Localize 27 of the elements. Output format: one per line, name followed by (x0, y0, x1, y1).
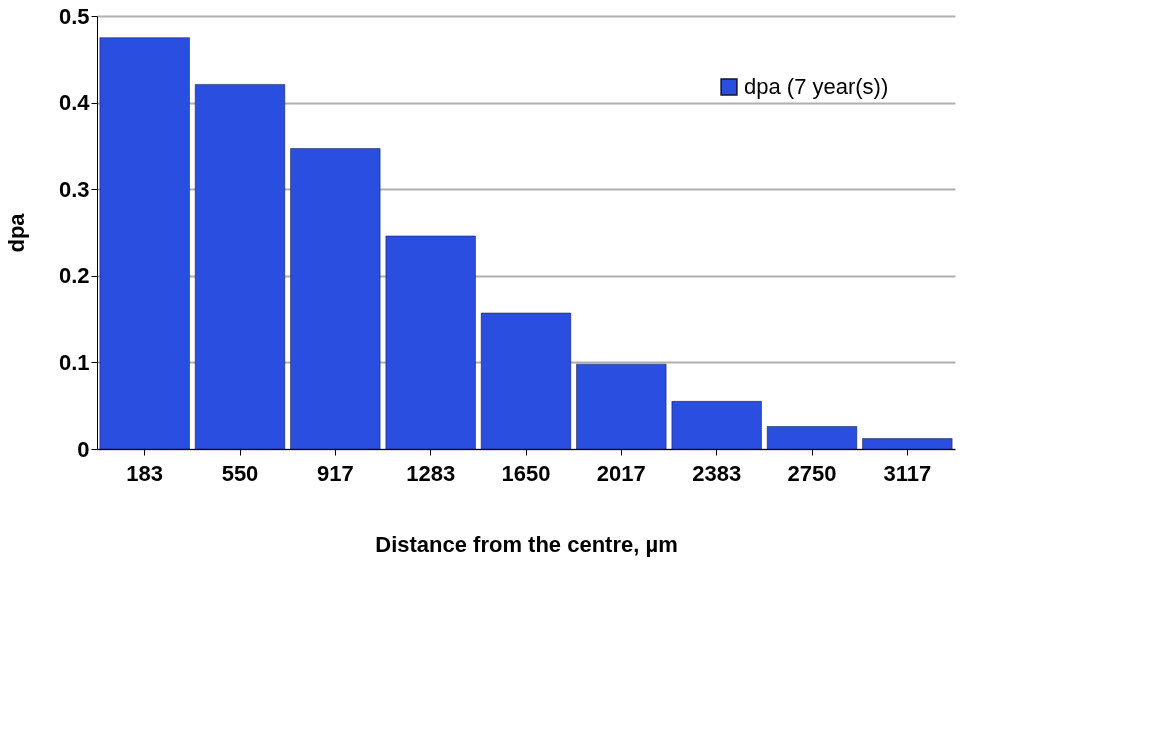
y-tick-label: 0.5 (58, 3, 90, 29)
bar (766, 426, 858, 450)
bar (99, 37, 190, 450)
x-tick-label: 183 (126, 460, 164, 486)
bar (671, 401, 762, 450)
bar (576, 363, 667, 450)
x-tick-label: 3117 (883, 460, 932, 486)
bar (862, 438, 953, 450)
x-tick-label: 1283 (406, 460, 456, 486)
bar (290, 148, 381, 450)
x-tick-label: 2750 (787, 460, 837, 486)
bar (385, 235, 476, 450)
y-tick-label: 0 (77, 436, 90, 462)
x-tick-label: 2017 (596, 460, 646, 486)
bar (194, 84, 286, 450)
x-tick-label: 1650 (501, 460, 551, 486)
y-tick-label: 0.2 (58, 263, 90, 289)
y-tick-label: 0.3 (58, 176, 90, 202)
y-tick-label: 0.4 (58, 90, 91, 116)
x-tick-label: 917 (316, 460, 354, 486)
x-axis-title: Distance from the centre, µm (375, 531, 678, 557)
bar (480, 312, 572, 450)
y-tick-label: 0.1 (58, 349, 90, 375)
legend-label: dpa (7 year(s)) (744, 74, 889, 99)
x-tick-label: 550 (221, 460, 259, 486)
y-axis-title: dpa (3, 212, 29, 253)
x-tick-label: 2383 (692, 460, 742, 486)
